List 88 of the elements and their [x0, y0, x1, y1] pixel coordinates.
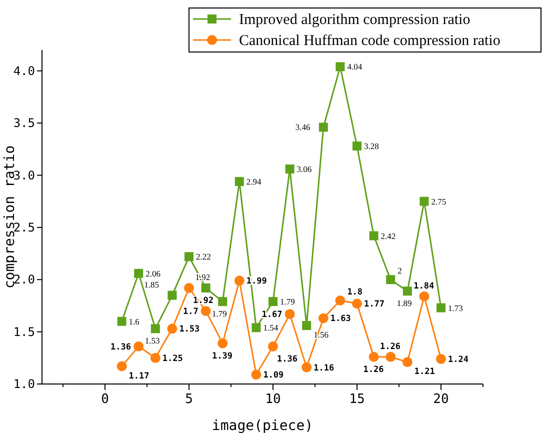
data-label: 1.63 — [330, 314, 351, 324]
point — [251, 370, 262, 380]
point — [184, 252, 194, 262]
legend-label: Canonical Huffman code compression ratio — [239, 33, 500, 49]
point — [420, 196, 429, 206]
data-label: 1.39 — [212, 351, 233, 362]
point — [134, 268, 144, 278]
point — [352, 142, 362, 151]
x-tick-label: 5 — [185, 392, 193, 407]
data-label: 1.26 — [380, 342, 401, 352]
point — [386, 275, 396, 284]
point — [234, 177, 244, 186]
point — [234, 276, 244, 286]
point — [336, 62, 345, 72]
point — [302, 362, 312, 372]
data-label: 1.79 — [280, 296, 295, 307]
data-label: 1.36 — [110, 342, 132, 352]
point — [369, 231, 378, 240]
data-label: 3.28 — [364, 141, 379, 152]
data-label: 1.21 — [414, 367, 435, 378]
data-label: 2.06 — [146, 268, 160, 278]
data-label: 1.25 — [162, 354, 183, 364]
point — [268, 297, 278, 306]
data-label: 2.75 — [431, 196, 446, 206]
x-tick-label: 0 — [101, 392, 109, 407]
point — [168, 290, 177, 300]
x-tick-label: 15 — [349, 392, 365, 407]
point — [284, 309, 295, 320]
point — [352, 298, 362, 309]
point — [218, 297, 228, 306]
point — [218, 338, 228, 348]
point — [335, 296, 346, 306]
data-label: 1.8 — [347, 288, 363, 298]
point — [302, 321, 312, 330]
point — [368, 352, 379, 362]
data-label: 2 — [398, 266, 402, 276]
y-tick-label: 1.5 — [13, 324, 35, 339]
point — [268, 341, 278, 352]
point — [386, 352, 396, 362]
point — [318, 122, 328, 132]
data-label: 1.73 — [448, 302, 463, 313]
point — [134, 341, 144, 352]
point — [252, 323, 261, 332]
point — [402, 357, 412, 368]
data-label: 1.36 — [277, 354, 298, 364]
point — [116, 361, 127, 372]
y-tick-label: 3.5 — [13, 116, 35, 130]
data-label: 1.16 — [314, 363, 334, 374]
data-label: 3.46 — [295, 122, 310, 132]
data-label: 1.26 — [363, 364, 384, 375]
x-tick-label: 20 — [433, 392, 449, 407]
point — [436, 354, 446, 364]
legend-label: Improved algorithm compression ratio — [239, 12, 470, 28]
point — [150, 352, 160, 363]
point — [402, 286, 412, 296]
data-label: 2.42 — [380, 230, 396, 241]
data-label: 1.89 — [396, 298, 412, 308]
data-label: 1.53 — [179, 324, 200, 335]
data-label: 1.85 — [144, 279, 159, 290]
point — [150, 324, 160, 334]
data-label: 4.04 — [347, 62, 363, 72]
data-label: 1.77 — [364, 300, 384, 310]
data-label: 1.84 — [414, 281, 434, 292]
y-tick-label: 3.0 — [13, 168, 35, 182]
point — [318, 313, 328, 324]
point — [200, 306, 211, 316]
y-tick-label: 1.0 — [13, 377, 35, 391]
data-label: 1.6 — [128, 316, 140, 326]
data-label: 1.7 — [182, 306, 198, 317]
point — [436, 303, 446, 312]
data-label: 1.17 — [128, 371, 150, 382]
point — [167, 324, 178, 334]
data-label: 3.06 — [296, 164, 312, 174]
data-label: 1.54 — [263, 322, 279, 333]
point — [117, 316, 126, 326]
point — [201, 283, 210, 292]
data-label: 1.24 — [448, 354, 468, 365]
data-label: 1.79 — [212, 308, 227, 319]
x-tick-label: 10 — [265, 392, 281, 407]
point — [419, 291, 430, 302]
data-label: 2.22 — [196, 252, 211, 262]
data-label: 1.09 — [263, 370, 284, 381]
point — [285, 164, 294, 174]
y-tick-label: 4.0 — [13, 64, 35, 78]
x-axis-title: image(piece) — [212, 418, 314, 433]
data-label: 1.53 — [144, 336, 160, 346]
data-label: 2.94 — [246, 176, 262, 187]
point — [184, 282, 194, 293]
